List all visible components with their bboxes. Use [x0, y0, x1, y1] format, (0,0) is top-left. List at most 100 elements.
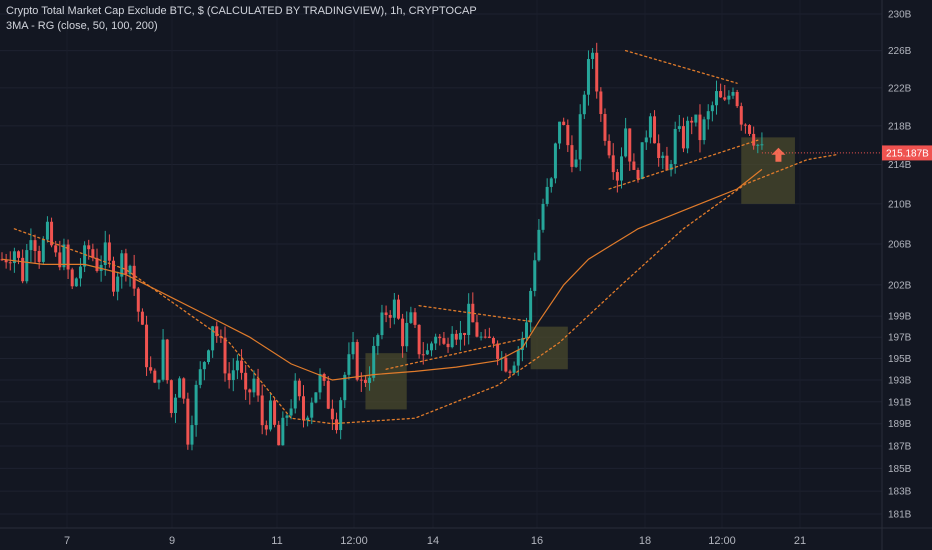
y-tick-label: 199B	[888, 312, 912, 323]
candle	[41, 236, 45, 265]
candle	[425, 343, 429, 356]
candle-body	[339, 400, 343, 431]
candle-body	[363, 379, 367, 383]
candle-body	[58, 252, 62, 268]
candle-body	[54, 245, 58, 253]
candle-body	[91, 249, 95, 258]
x-tick-label: 18	[639, 535, 651, 547]
candle-body	[157, 379, 161, 383]
candle-body	[533, 260, 537, 291]
candle	[463, 332, 467, 346]
candle	[578, 104, 582, 172]
candle	[735, 89, 739, 108]
candle	[438, 334, 442, 346]
candle-body	[479, 336, 483, 338]
candle	[599, 87, 603, 122]
candle-body	[351, 342, 355, 355]
candle	[405, 311, 409, 352]
candle-body	[566, 124, 570, 146]
channel-bottom-1	[385, 336, 532, 370]
x-tick-label: 21	[794, 535, 806, 547]
candle	[37, 245, 41, 269]
candle	[558, 121, 562, 150]
candle	[487, 327, 491, 339]
candle	[694, 114, 698, 127]
candle-body	[648, 116, 652, 138]
y-tick-label: 202B	[888, 280, 912, 291]
candle	[124, 248, 128, 282]
candle	[231, 358, 235, 392]
candle-body	[149, 367, 153, 371]
candle	[582, 90, 586, 120]
candle	[566, 119, 570, 153]
candle-body	[624, 128, 628, 157]
channel-bottom-2	[608, 139, 759, 190]
candle	[483, 329, 487, 339]
candle	[198, 361, 202, 389]
candle-body	[227, 373, 231, 381]
candle-body	[211, 326, 215, 351]
x-tick-label: 16	[531, 535, 543, 547]
candle	[467, 293, 471, 345]
candle	[277, 420, 281, 446]
candle	[112, 256, 116, 297]
candle-body	[326, 380, 330, 409]
candle	[743, 123, 747, 134]
candle	[273, 398, 277, 428]
candle-body	[727, 95, 731, 100]
candle	[586, 50, 590, 106]
time-axis: 7 9 11 12:00 14 16 18 12:00 21	[64, 535, 806, 547]
candle	[574, 149, 578, 168]
candle-body	[673, 128, 677, 165]
candle	[347, 342, 351, 380]
candle	[355, 339, 359, 382]
candle-body	[719, 91, 723, 98]
candle	[525, 317, 529, 348]
chart-title: Crypto Total Market Cap Exclude BTC, $ (…	[6, 5, 477, 17]
candle	[140, 308, 144, 325]
candle-body	[120, 253, 124, 277]
candle-body	[136, 288, 140, 312]
candle-body	[322, 373, 326, 381]
y-tick-label: 230B	[888, 10, 912, 21]
candle-body	[70, 269, 74, 287]
annotations	[13, 49, 837, 425]
candle	[714, 80, 718, 115]
candle-body	[240, 360, 244, 373]
candle-body	[545, 186, 549, 204]
candle-body	[603, 114, 607, 141]
candle	[58, 240, 62, 271]
candle	[520, 331, 524, 362]
candle-body	[748, 125, 752, 134]
last-price-badge	[882, 145, 932, 161]
candle-body	[368, 377, 372, 383]
candle	[190, 415, 194, 451]
candle	[657, 134, 661, 167]
candle	[677, 114, 681, 132]
candle-body	[640, 142, 644, 180]
candle	[74, 277, 78, 287]
candle	[17, 250, 21, 265]
indicator-label: 3MA - RG (close, 50, 100, 200)	[6, 20, 158, 32]
candle-body	[425, 350, 429, 355]
candle-body	[454, 333, 458, 340]
up-arrow-icon	[771, 147, 786, 162]
candle	[500, 351, 504, 371]
candle-body	[743, 124, 747, 126]
candle	[392, 293, 396, 325]
candle-body	[636, 169, 640, 180]
candle	[748, 124, 752, 136]
candle	[442, 331, 446, 345]
candle	[673, 121, 677, 174]
candle-body	[396, 299, 400, 319]
candle-body	[380, 312, 384, 336]
candle-body	[198, 369, 202, 385]
candle-body	[752, 133, 756, 146]
candle	[335, 412, 339, 434]
candle	[83, 241, 87, 273]
candle	[343, 371, 347, 409]
y-tick-label: 197B	[888, 333, 912, 344]
